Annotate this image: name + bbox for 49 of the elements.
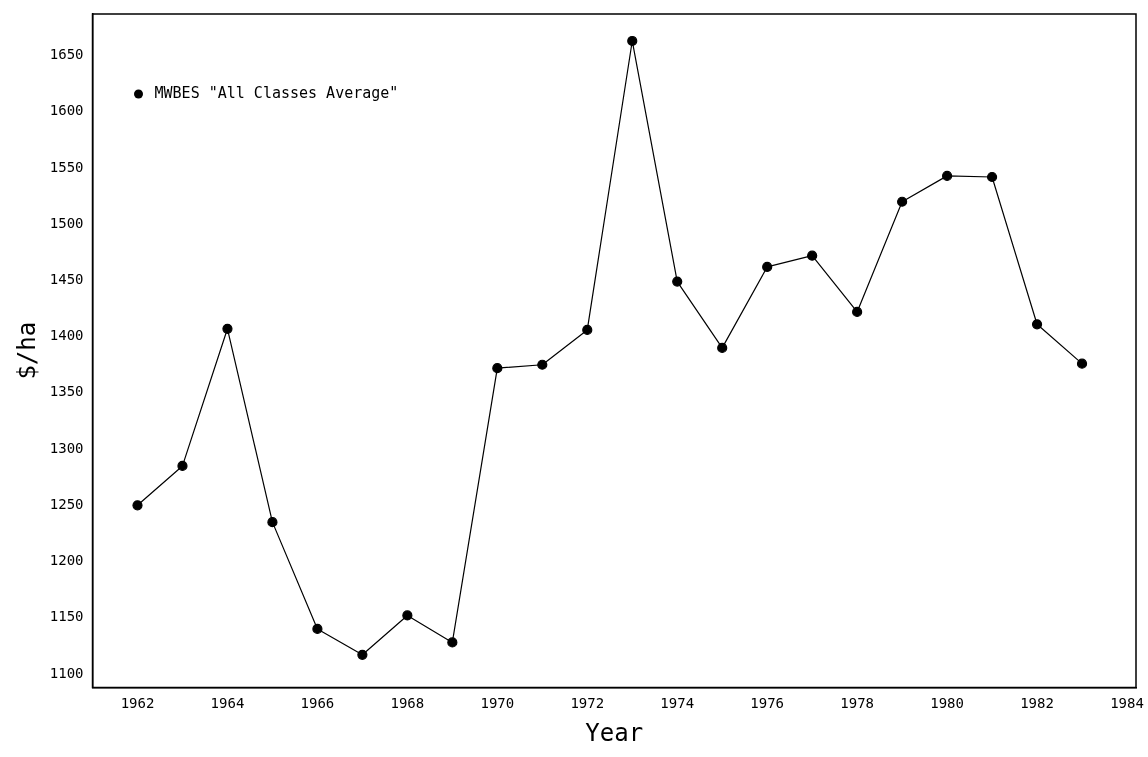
x-tick-label: 1972 xyxy=(570,695,605,712)
point xyxy=(357,649,368,660)
y-tick-label: 1650 xyxy=(49,46,84,63)
x-tick-label: 1974 xyxy=(660,695,695,712)
point xyxy=(402,610,413,621)
y-axis-title: $/ha xyxy=(12,321,41,380)
point xyxy=(537,359,548,370)
y-tick-label: 1150 xyxy=(49,608,84,625)
y-tick-label: 1450 xyxy=(49,271,84,288)
y-tick-label: 1350 xyxy=(49,383,84,400)
x-tick-label: 1966 xyxy=(300,695,335,712)
x-tick-label: 1978 xyxy=(840,695,874,712)
point xyxy=(762,261,773,273)
y-tick-label: 1100 xyxy=(49,664,84,681)
x-tick-label: 1968 xyxy=(390,695,425,712)
point xyxy=(177,460,188,472)
point xyxy=(222,323,233,334)
x-tick-label: 1982 xyxy=(1020,695,1054,712)
point xyxy=(717,342,728,353)
point xyxy=(986,171,998,183)
y-tick-label: 1550 xyxy=(49,158,84,175)
point xyxy=(627,35,638,47)
point xyxy=(1031,319,1043,330)
x-tick-label: 1962 xyxy=(120,695,155,712)
x-tick-label: 1964 xyxy=(210,695,245,712)
x-tick-label: 1984 xyxy=(1110,695,1144,712)
point xyxy=(897,196,908,207)
x-tick-label: 1970 xyxy=(480,695,515,712)
point xyxy=(807,250,818,261)
y-tick-label: 1200 xyxy=(49,552,84,569)
point xyxy=(852,306,863,318)
point xyxy=(312,623,323,635)
x-tick-label: 1976 xyxy=(750,695,785,712)
x-tick-label: 1980 xyxy=(930,695,964,712)
y-tick-label: 1500 xyxy=(49,214,84,231)
point xyxy=(132,500,143,511)
point xyxy=(672,276,683,287)
point xyxy=(1076,358,1088,369)
y-tick-label: 1400 xyxy=(49,327,84,344)
point xyxy=(267,517,278,528)
x-axis-title: Year xyxy=(585,718,644,747)
point xyxy=(582,324,593,335)
y-tick-label: 1300 xyxy=(49,439,84,456)
point xyxy=(492,363,503,374)
point xyxy=(941,170,953,181)
y-tick-label: 1250 xyxy=(49,495,84,512)
y-tick-label: 1600 xyxy=(49,102,84,119)
legend-label: MWBES "All Classes Average" xyxy=(154,83,399,102)
point xyxy=(447,637,458,648)
